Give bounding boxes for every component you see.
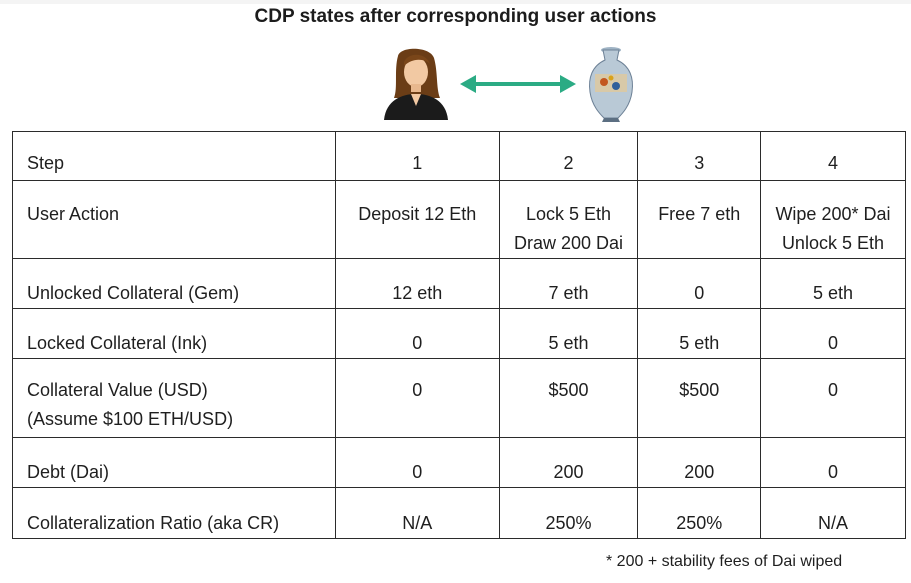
table-cell: Wipe 200* Dai Unlock 5 Eth bbox=[759, 180, 907, 259]
illustration bbox=[378, 44, 648, 124]
woman-icon bbox=[384, 48, 448, 120]
table-cell: 0 bbox=[759, 358, 907, 438]
table-row-collateral-value: Collateral Value (USD) (Assume $100 ETH/U… bbox=[12, 358, 907, 438]
table-cell: $500 bbox=[637, 358, 761, 438]
row-label: Collateralization Ratio (aka CR) bbox=[12, 487, 336, 539]
table-cell: 7 eth bbox=[498, 258, 639, 309]
table-row-locked-collateral: Locked Collateral (Ink) 0 5 eth 5 eth 0 bbox=[12, 308, 907, 359]
table-cell: 0 bbox=[334, 358, 500, 438]
table-cell: Deposit 12 Eth bbox=[334, 180, 500, 259]
table-cell: 250% bbox=[498, 487, 639, 539]
table-cell: 200 bbox=[498, 437, 639, 488]
table-cell: 0 bbox=[759, 437, 907, 488]
step-header-label: Step bbox=[12, 131, 336, 181]
table-cell: 5 eth bbox=[498, 308, 639, 359]
table-cell: N/A bbox=[334, 487, 500, 539]
footnote: * 200 + stability fees of Dai wiped bbox=[606, 553, 843, 570]
step-number: 3 bbox=[637, 131, 761, 181]
table-header-row: Step 1 2 3 4 bbox=[12, 131, 907, 181]
row-label: Collateral Value (USD) (Assume $100 ETH/U… bbox=[12, 358, 336, 438]
top-strip bbox=[0, 0, 911, 4]
table-row-unlocked-collateral: Unlocked Collateral (Gem) 12 eth 7 eth 0… bbox=[12, 258, 907, 309]
table-cell: 250% bbox=[637, 487, 761, 539]
table-cell: 0 bbox=[334, 308, 500, 359]
table-cell: 5 eth bbox=[759, 258, 907, 309]
table-cell: 12 eth bbox=[334, 258, 500, 309]
table-cell: 0 bbox=[759, 308, 907, 359]
page-title: CDP states after corresponding user acti… bbox=[254, 6, 657, 27]
table-cell: 0 bbox=[334, 437, 500, 488]
table-row-user-action: User Action Deposit 12 Eth Lock 5 Eth Dra… bbox=[12, 180, 907, 259]
table-cell: 0 bbox=[637, 258, 761, 309]
table-cell: Free 7 eth bbox=[637, 180, 761, 259]
vase-icon bbox=[589, 47, 633, 122]
table-cell: $500 bbox=[498, 358, 639, 438]
illustration-svg bbox=[384, 47, 633, 122]
table-cell: Lock 5 Eth Draw 200 Dai bbox=[498, 180, 639, 259]
step-number: 2 bbox=[498, 131, 639, 181]
table-cell: 200 bbox=[637, 437, 761, 488]
table-cell: N/A bbox=[759, 487, 907, 539]
row-label: Debt (Dai) bbox=[12, 437, 336, 488]
step-number: 1 bbox=[334, 131, 500, 181]
table-row-collateralization-ratio: Collateralization Ratio (aka CR) N/A 250… bbox=[12, 487, 907, 539]
row-label: Unlocked Collateral (Gem) bbox=[12, 258, 336, 309]
row-label: User Action bbox=[12, 180, 336, 259]
row-label: Locked Collateral (Ink) bbox=[12, 308, 336, 359]
table-cell: 5 eth bbox=[637, 308, 761, 359]
cdp-state-table: Step 1 2 3 4 User Action Deposit 12 Eth … bbox=[12, 131, 907, 539]
table-row-debt: Debt (Dai) 0 200 200 0 bbox=[12, 437, 907, 488]
step-number: 4 bbox=[759, 131, 907, 181]
double-arrow-icon bbox=[460, 75, 576, 93]
